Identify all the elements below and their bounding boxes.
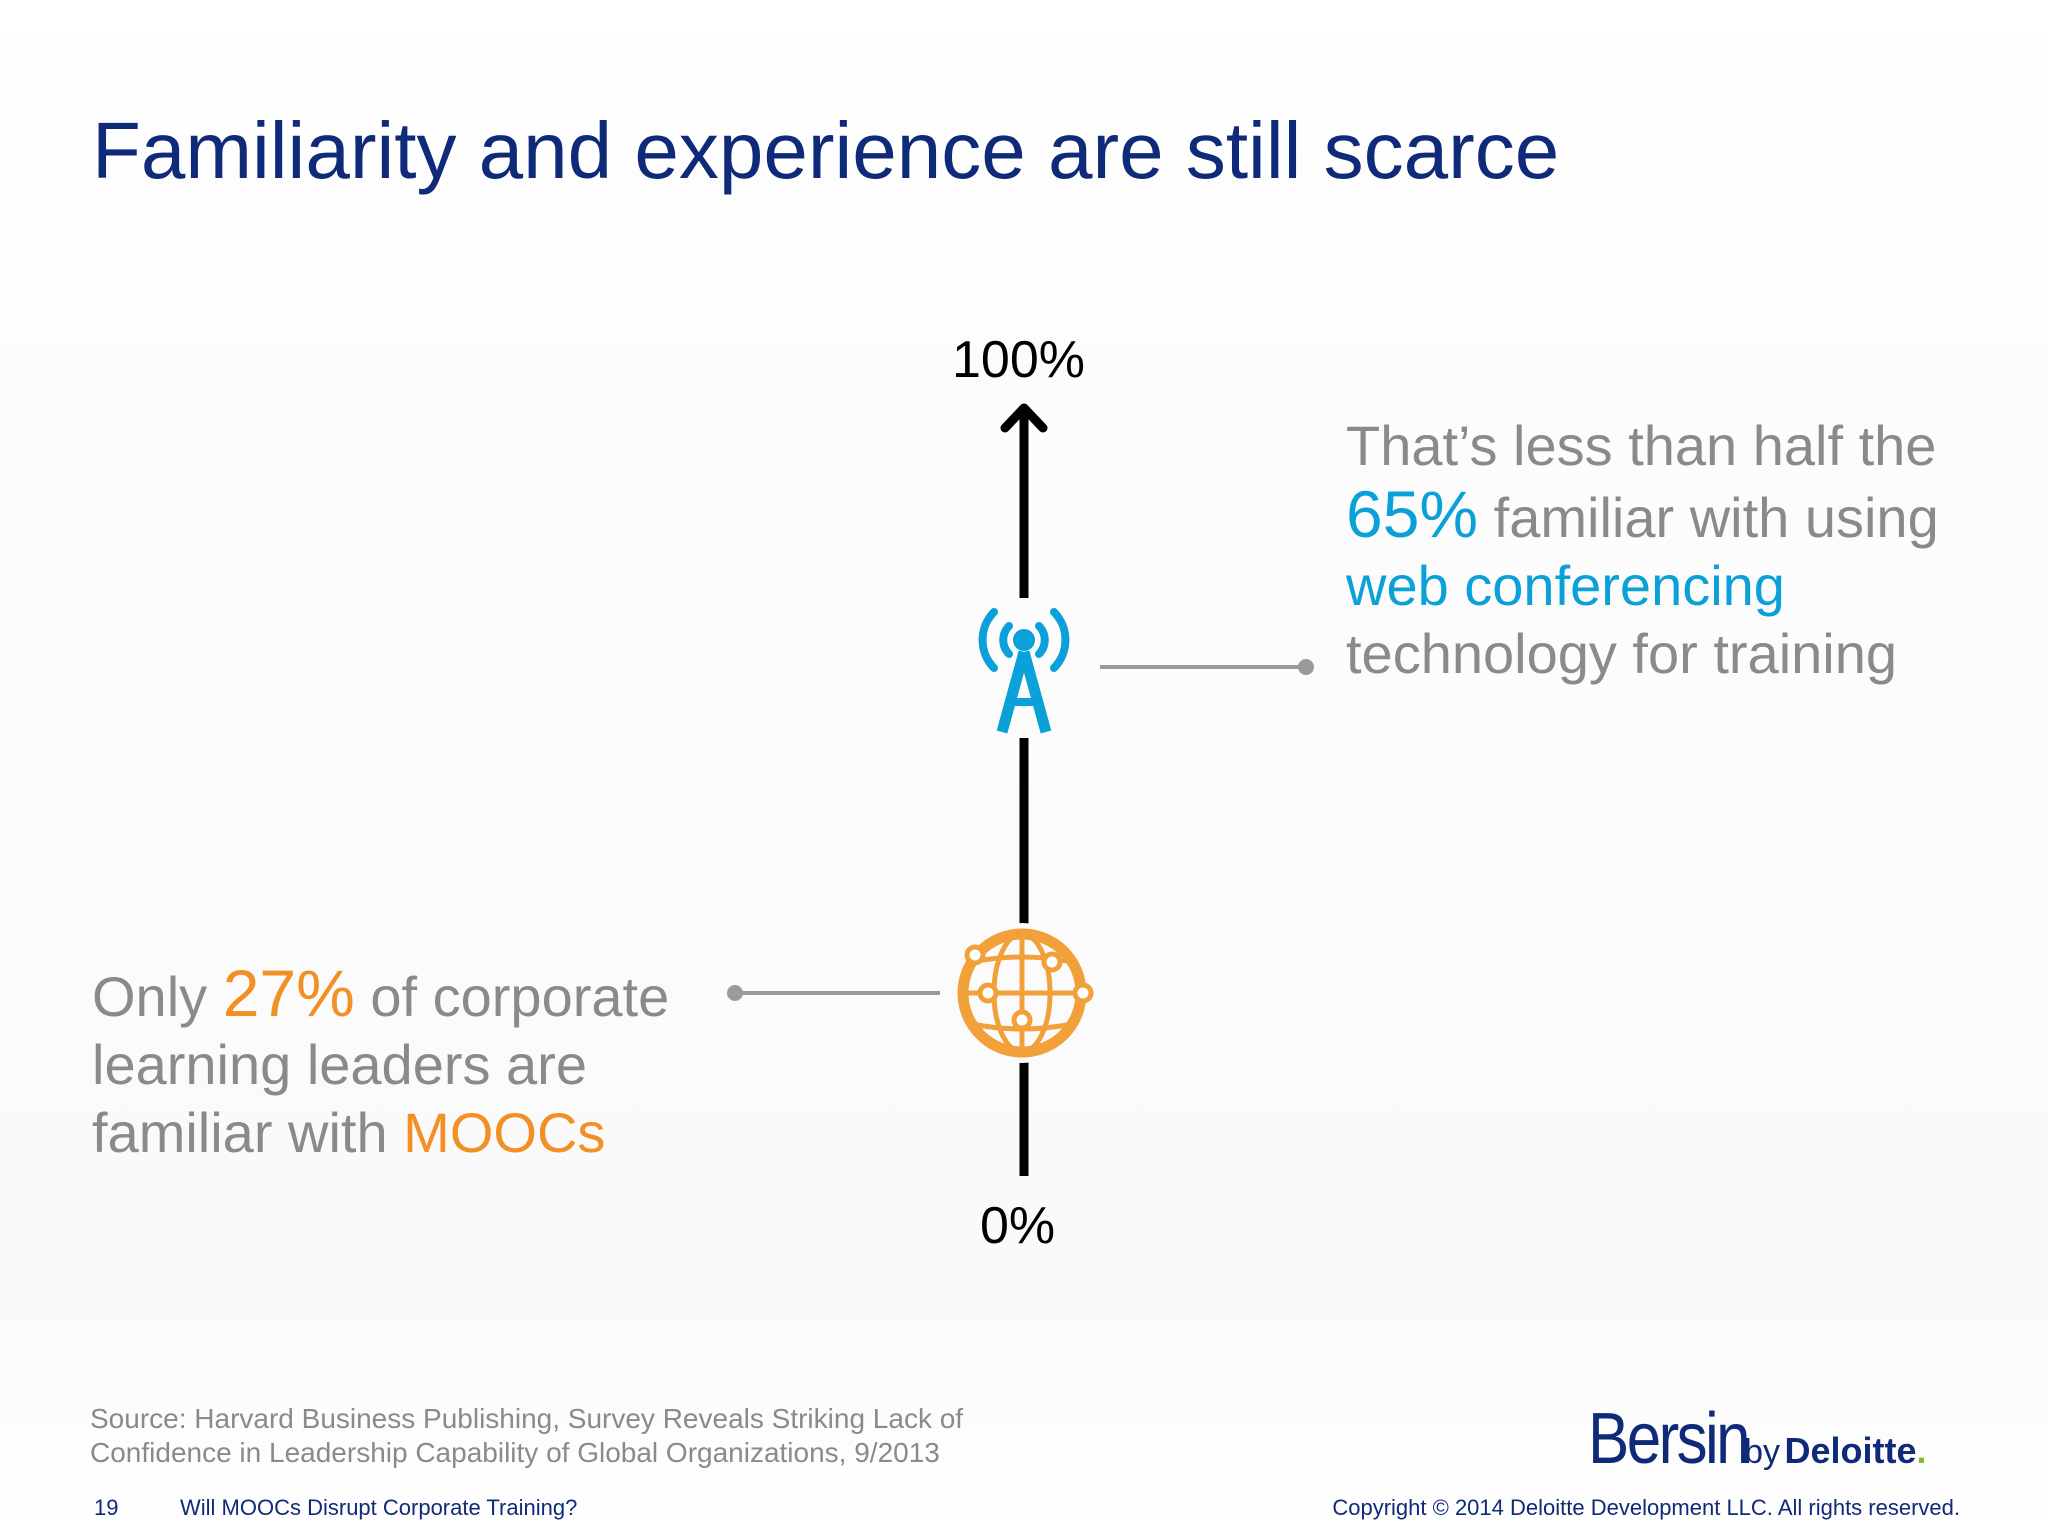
source-citation: Source: Harvard Business Publishing, Sur… — [90, 1402, 963, 1470]
callout-left-line3-prefix: familiar with — [92, 1101, 404, 1164]
callout-left-prefix: Only — [92, 965, 223, 1028]
moocs-callout: Only 27% of corporate learning leaders a… — [92, 959, 669, 1167]
logo-dot: . — [1916, 1430, 1927, 1471]
callout-left-line1-text: of corporate — [354, 965, 670, 1028]
radio-tower-icon — [978, 598, 1070, 738]
callout-right-line1: That’s less than half the — [1346, 414, 1937, 477]
footer-deck-title: Will MOOCs Disrupt Corporate Training? — [180, 1495, 578, 1520]
web-conferencing-highlight: web conferencing — [1346, 554, 1785, 617]
moocs-highlight: MOOCs — [403, 1101, 606, 1164]
callout-left-line2: learning leaders are — [92, 1033, 587, 1096]
logo-by: by — [1744, 1433, 1781, 1471]
callout-right-line4: technology for training — [1346, 622, 1898, 685]
moocs-percent: 27% — [222, 956, 355, 1030]
connector-left-dot — [727, 985, 743, 1001]
callout-left-line3: familiar with MOOCs — [92, 1099, 669, 1167]
copyright-notice: Copyright © 2014 Deloitte Development LL… — [1332, 1495, 1960, 1520]
callout-right-line2-text: familiar with using — [1478, 486, 1939, 549]
web-conferencing-callout: That’s less than half the 65% familiar w… — [1346, 412, 1939, 688]
source-line2: Confidence in Leadership Capability of G… — [90, 1437, 940, 1468]
globe-icon — [952, 923, 1094, 1063]
logo-deloitte: Deloitte — [1784, 1430, 1917, 1471]
scale-arrow-head — [1000, 403, 1048, 433]
connector-right-dot — [1298, 659, 1314, 675]
source-line1: Source: Harvard Business Publishing, Sur… — [90, 1403, 964, 1434]
scale-bottom-label: 0% — [980, 1197, 1056, 1255]
logo-bersin: Bersin — [1588, 1399, 1751, 1479]
bersin-by-deloitte-logo: Bersinby Deloitte. — [1588, 1398, 1927, 1480]
scale-top-label: 100% — [952, 331, 1085, 389]
callout-right-line2: 65% familiar with using — [1346, 480, 1939, 552]
callout-left-line1: Only 27% of corporate — [92, 959, 669, 1031]
slide-title: Familiarity and experience are still sca… — [92, 106, 1560, 195]
web-conferencing-percent: 65% — [1346, 477, 1479, 551]
page-number: 19 — [94, 1495, 119, 1520]
